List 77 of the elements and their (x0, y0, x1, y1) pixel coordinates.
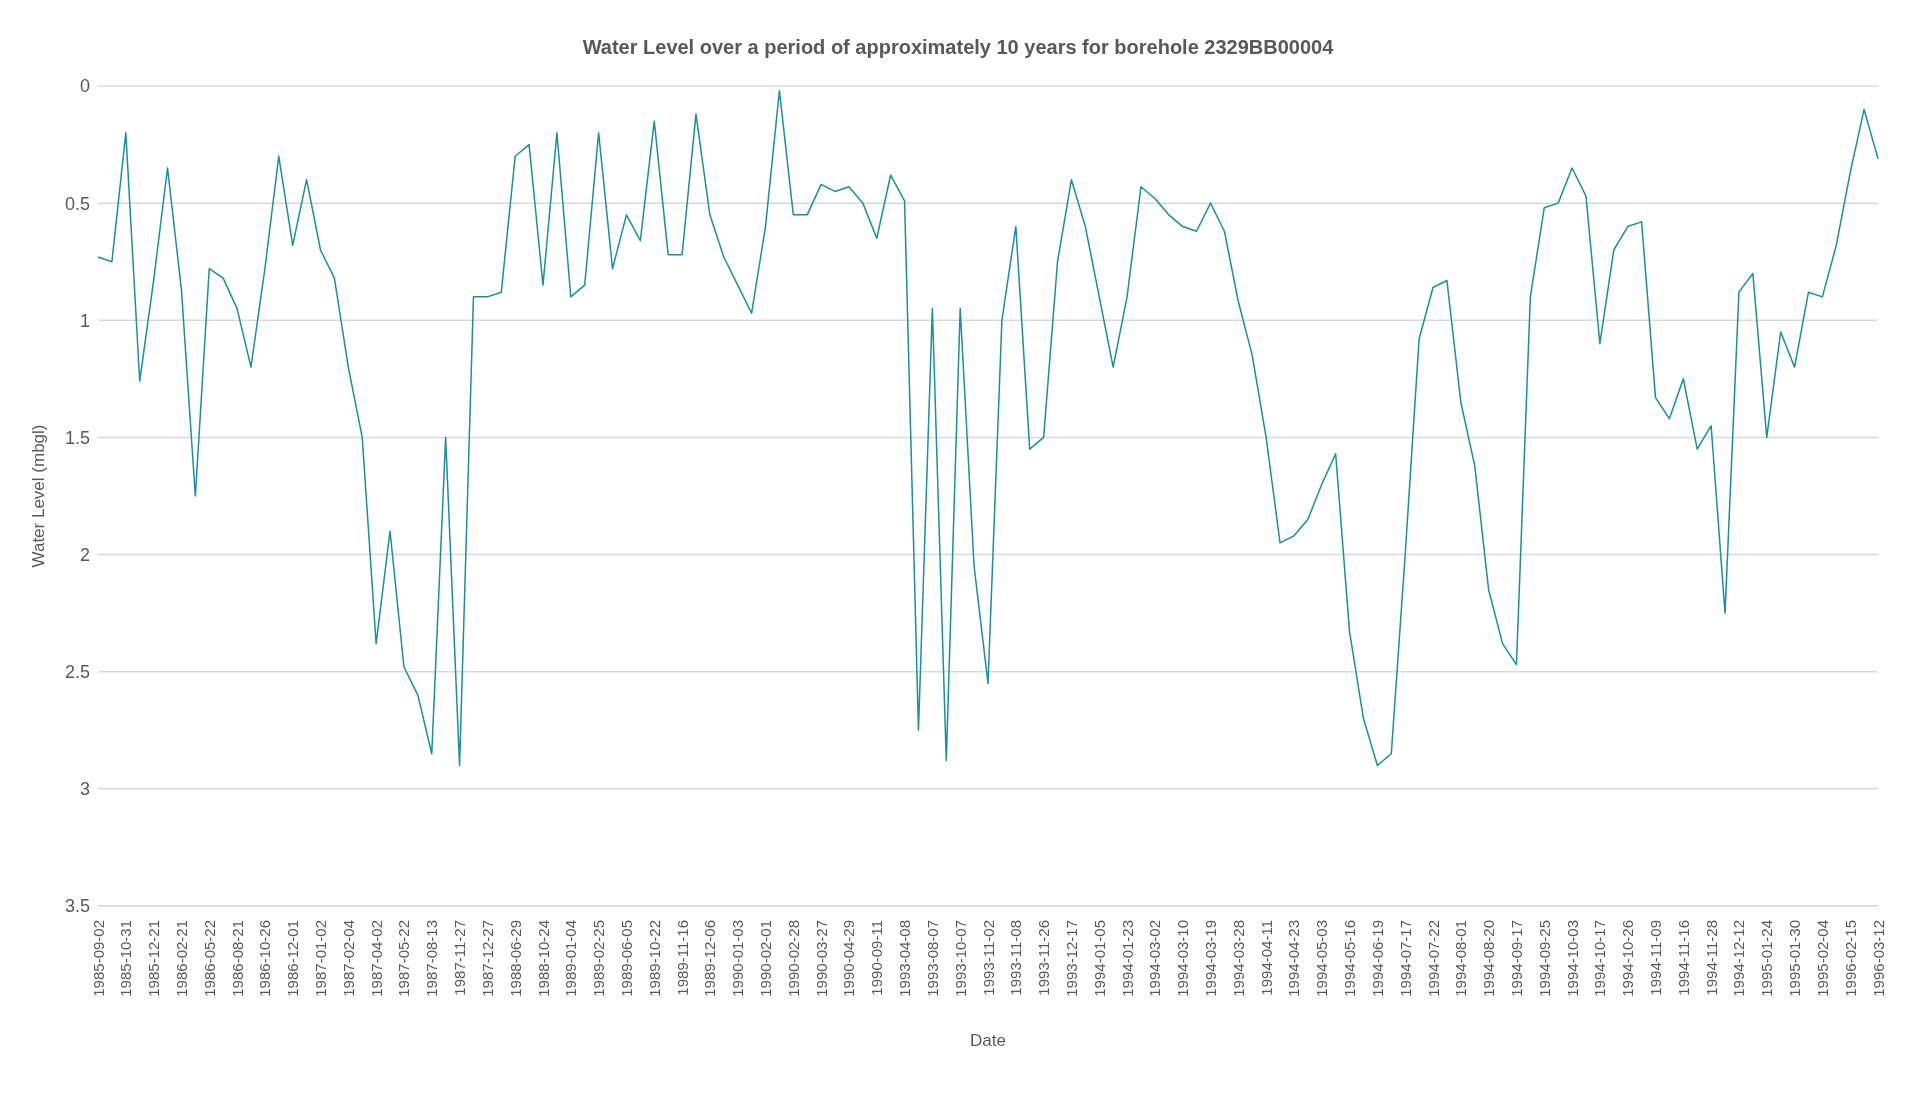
line-series (97, 89, 1879, 767)
x-tick-label: 1985-10-31 (117, 920, 135, 997)
x-tick-label: 1990-09-11 (868, 920, 886, 996)
y-tick-label: 2 (79, 544, 90, 565)
x-tick-label: 1994-03-02 (1146, 920, 1164, 997)
x-tick-label: 1994-10-26 (1619, 920, 1637, 997)
x-tick-label: 1994-07-22 (1424, 920, 1442, 997)
x-tick-label: 1994-04-23 (1285, 920, 1303, 997)
x-tick-label: 1988-06-29 (506, 920, 524, 997)
x-tick-label: 1994-03-10 (1174, 920, 1192, 997)
x-tick-label: 1990-04-29 (840, 920, 858, 997)
x-tick-label: 1993-11-02 (979, 920, 997, 996)
y-tick-label: 0 (79, 76, 90, 97)
x-tick-label: 1995-01-30 (1786, 920, 1804, 997)
x-tick-label: 1993-10-07 (951, 920, 969, 997)
x-tick-label: 1990-03-27 (812, 920, 830, 997)
x-tick-label: 1989-06-05 (617, 920, 635, 997)
x-tick-label: 1995-02-04 (1813, 920, 1831, 997)
x-tick-label: 1994-06-19 (1368, 920, 1386, 997)
y-tick-label: 0.5 (64, 193, 90, 214)
y-tick-label: 2.5 (64, 662, 90, 683)
x-tick-label: 1993-12-17 (1062, 920, 1080, 997)
x-tick-label: 1993-08-07 (923, 920, 941, 997)
x-tick-label: 1989-01-04 (562, 920, 580, 997)
x-tick-label: 1990-02-28 (784, 920, 802, 997)
x-tick-label: 1987-05-22 (395, 920, 413, 997)
x-tick-label: 1989-02-25 (590, 920, 608, 997)
x-tick-label: 1994-07-17 (1396, 920, 1414, 997)
x-tick-label: 1994-03-28 (1229, 920, 1247, 997)
x-tick-label: 1987-08-13 (423, 920, 441, 997)
x-tick-label: 1994-01-23 (1118, 920, 1136, 997)
x-tick-label: 1994-11-09 (1647, 920, 1664, 996)
x-tick-label: 1996-02-15 (1841, 920, 1859, 997)
y-tick-label: 3 (79, 779, 90, 800)
x-tick-label: 1993-11-08 (1007, 920, 1025, 996)
x-tick-label: 1986-05-22 (200, 920, 218, 997)
x-tick-label: 1988-10-24 (534, 920, 552, 997)
x-tick-label: 1989-10-22 (645, 920, 663, 997)
x-tick-label: 1985-09-02 (89, 920, 107, 997)
x-axis-title: Date (970, 1031, 1006, 1050)
x-tick-label: 1985-12-21 (145, 920, 163, 997)
y-tick-label: 1 (79, 310, 90, 331)
x-tick-label: 1994-12-12 (1730, 920, 1748, 997)
x-tick-label: 1995-01-24 (1758, 920, 1776, 997)
y-tick-label: 1.5 (64, 427, 90, 448)
x-tick-label: 1990-01-03 (729, 920, 747, 997)
x-tick-label: 1986-02-21 (172, 920, 190, 997)
x-tick-label: 1994-04-11 (1257, 920, 1275, 996)
x-tick-label: 1994-11-16 (1674, 920, 1692, 996)
x-tick-label: 1994-11-28 (1702, 920, 1720, 996)
x-tick-label: 1986-12-01 (284, 920, 302, 997)
x-tick-label: 1990-02-01 (757, 920, 774, 997)
x-tick-label: 1994-01-05 (1090, 920, 1108, 997)
x-tick-label: 1994-10-03 (1563, 920, 1581, 997)
x-tick-label: 1987-11-27 (451, 920, 469, 996)
x-tick-label: 1986-08-21 (228, 920, 246, 997)
chart-title: Water Level over a period of approximately 10 years for borehole 2329BB00004 (581, 35, 1335, 60)
y-axis-title: Water Level (mbgl) (29, 424, 49, 568)
x-tick-label: 1996-03-12 (1869, 920, 1887, 997)
x-tick-label: 1994-05-03 (1313, 920, 1331, 997)
x-tick-label: 1993-11-26 (1035, 920, 1053, 996)
x-tick-label: 1987-04-02 (367, 920, 385, 997)
x-tick-label: 1994-05-16 (1341, 920, 1359, 997)
x-tick-label: 1994-09-25 (1535, 920, 1553, 997)
x-tick-label: 1989-11-16 (673, 920, 691, 996)
x-tick-label: 1986-10-26 (256, 920, 274, 997)
x-tick-label: 1994-09-17 (1507, 920, 1525, 997)
x-tick-label: 1989-12-06 (701, 920, 719, 997)
x-tick-label: 1994-03-19 (1202, 920, 1219, 997)
x-tick-label: 1987-12-27 (478, 920, 496, 997)
x-tick-label: 1994-10-17 (1591, 920, 1609, 997)
x-tick-label: 1987-01-02 (312, 920, 329, 997)
x-tick-label: 1993-04-08 (896, 920, 914, 997)
x-tick-label: 1987-02-04 (339, 920, 357, 997)
y-tick-label: 3.5 (64, 896, 90, 917)
x-tick-label: 1994-08-01 (1452, 920, 1470, 997)
x-tick-label: 1994-08-20 (1480, 920, 1498, 997)
